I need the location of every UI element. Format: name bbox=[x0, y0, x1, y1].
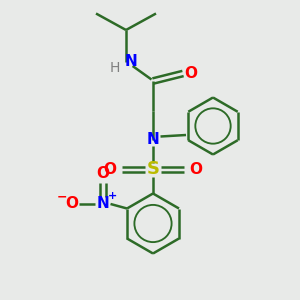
Text: O: O bbox=[103, 162, 117, 177]
Text: +: + bbox=[108, 190, 118, 201]
Text: O: O bbox=[184, 66, 197, 81]
Text: N: N bbox=[97, 196, 110, 211]
Text: N: N bbox=[124, 54, 137, 69]
Text: O: O bbox=[65, 196, 78, 211]
Text: S: S bbox=[146, 160, 160, 178]
Text: H: H bbox=[110, 61, 120, 74]
Text: N: N bbox=[147, 132, 159, 147]
Text: O: O bbox=[97, 167, 110, 182]
Text: −: − bbox=[56, 191, 67, 204]
Text: O: O bbox=[189, 162, 203, 177]
